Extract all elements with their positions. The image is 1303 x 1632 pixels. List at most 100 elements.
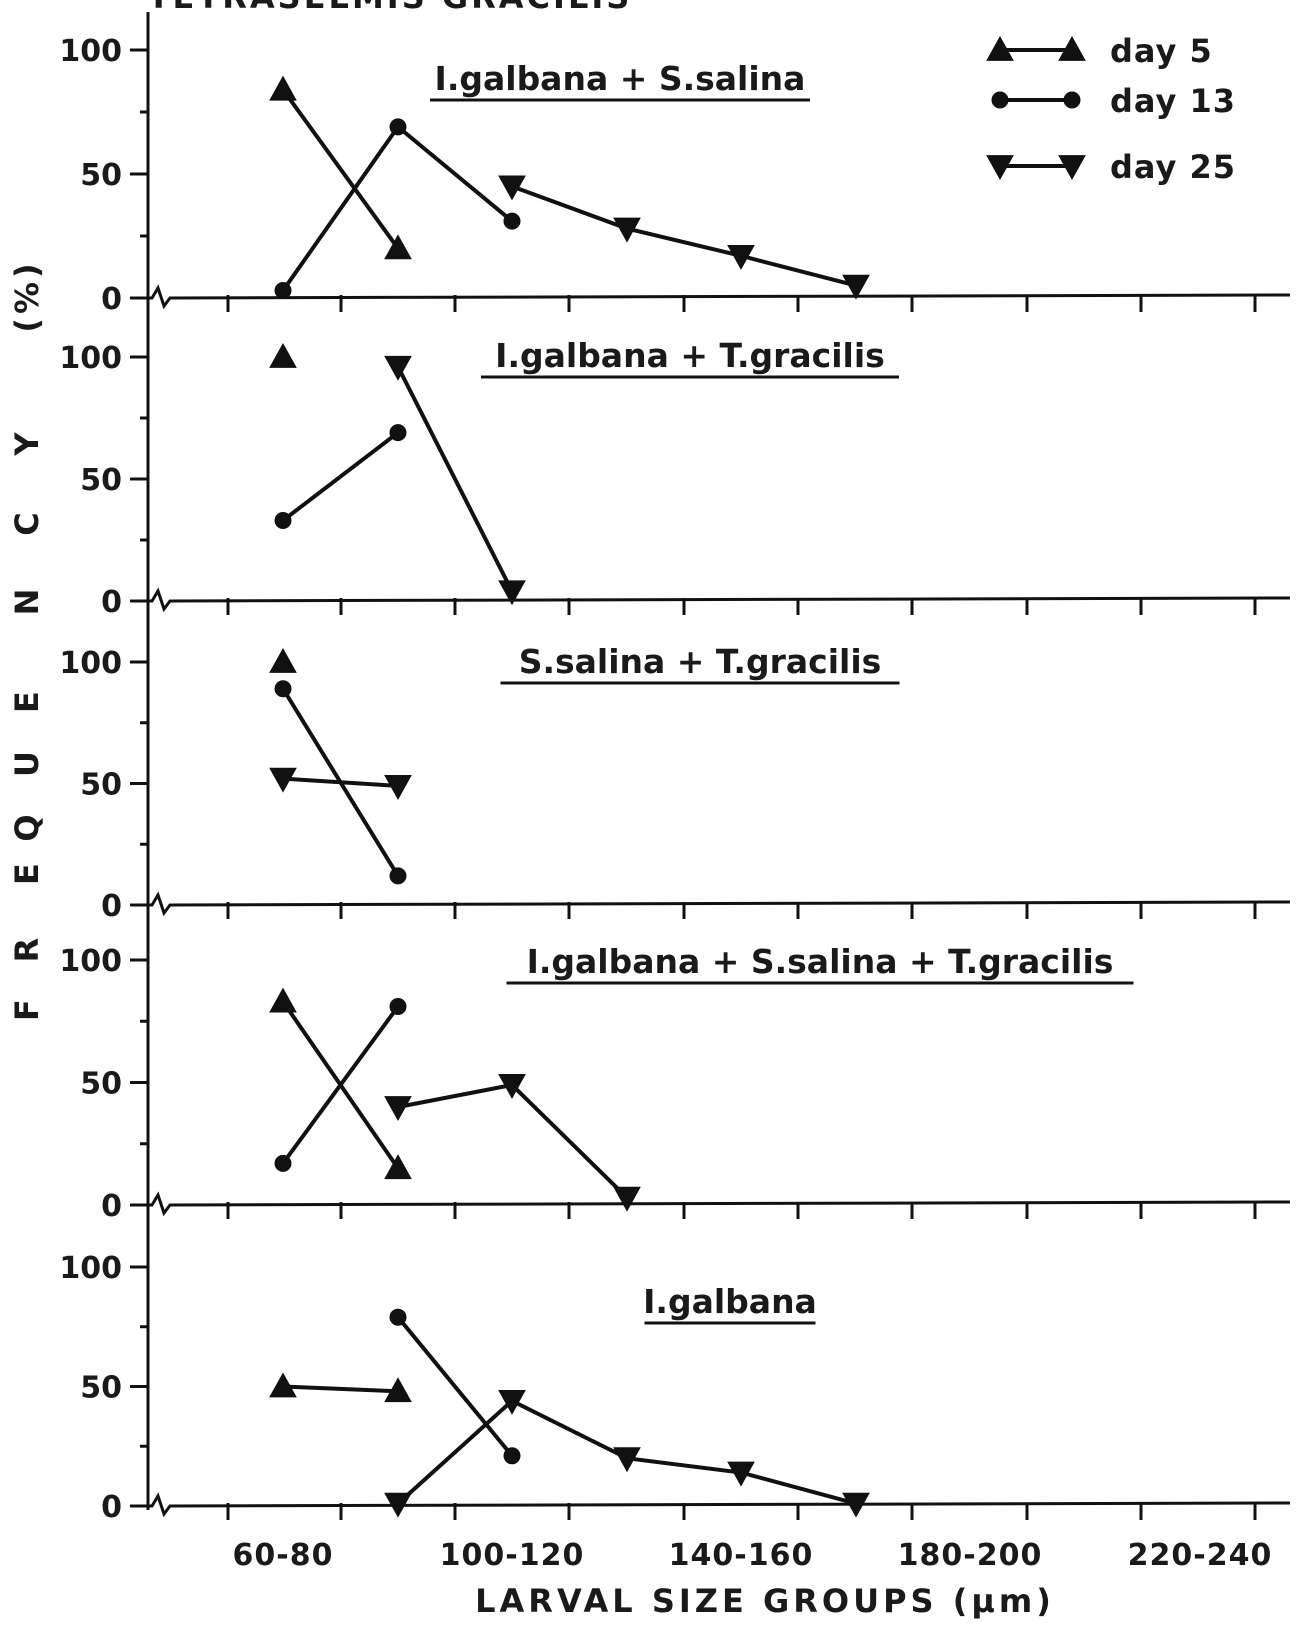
panel-title: I.galbana + T.gracilis — [495, 336, 885, 375]
y-title-letter: N — [8, 585, 46, 616]
baseline — [130, 891, 1291, 917]
panel-title: I.galbana + S.salina — [435, 59, 806, 98]
legend-label: day 5 — [1110, 32, 1213, 70]
series-line — [511, 184, 857, 288]
legend-marker — [1063, 91, 1081, 109]
data-point — [384, 234, 412, 260]
legend-marker — [986, 35, 1014, 61]
data-point — [503, 212, 521, 230]
data-point — [613, 1447, 641, 1473]
series-line — [397, 1082, 629, 1200]
data-point — [269, 75, 297, 101]
series-day-25 — [384, 355, 526, 606]
series-day-25 — [384, 1389, 870, 1518]
series-line — [281, 88, 400, 250]
series-day-13 — [389, 1308, 521, 1465]
y-tick-label: 0 — [101, 1490, 122, 1525]
y-tick-label: 100 — [59, 1251, 122, 1286]
data-point — [274, 1154, 292, 1172]
series-day-25 — [269, 767, 412, 800]
legend-marker — [1058, 155, 1086, 181]
panel-title: S.salina + T.gracilis — [519, 642, 882, 681]
panel-title: I.galbana — [643, 1282, 817, 1321]
series-line — [396, 1315, 514, 1458]
y-title-letter: E — [8, 859, 46, 885]
series-line — [282, 776, 399, 788]
y-title-letter: F — [8, 995, 46, 1021]
series-line — [281, 1005, 400, 1165]
baseline — [130, 1191, 1291, 1217]
data-point — [274, 511, 292, 529]
series-day-13 — [274, 998, 407, 1172]
legend-entry-day-25: day 25 — [986, 148, 1236, 186]
y-tick-label: 100 — [59, 944, 122, 979]
y-tick-label: 100 — [59, 341, 122, 376]
data-point — [269, 1372, 297, 1398]
x-tick-label: 180-200 — [898, 1538, 1043, 1573]
y-tick-label: 0 — [101, 889, 122, 924]
data-point — [613, 1186, 641, 1212]
data-point — [269, 647, 297, 673]
data-point — [274, 680, 292, 698]
legend-marker — [986, 155, 1014, 181]
y-tick-label: 100 — [59, 34, 122, 69]
data-point — [498, 580, 526, 606]
data-point — [269, 987, 297, 1013]
panel-5: 0 50 100 I.galbana — [59, 1251, 1291, 1525]
data-point — [389, 867, 407, 885]
data-point — [384, 355, 412, 381]
header-title: TETRASELMIS GRACILIS — [148, 0, 633, 16]
panel-2: 0 50 100 I.galbana + T.gracilis — [59, 336, 1291, 620]
data-point — [384, 775, 412, 800]
legend-label: day 13 — [1110, 82, 1236, 120]
y-tick-label: 100 — [59, 646, 122, 681]
series-day-13 — [274, 118, 521, 300]
y-tick-label: 50 — [80, 1067, 122, 1102]
legend-marker — [1058, 35, 1086, 61]
data-point — [503, 1447, 521, 1465]
data-point — [498, 175, 526, 201]
data-point — [842, 1492, 870, 1518]
data-point — [269, 767, 297, 793]
data-point — [842, 274, 870, 300]
series-day-25 — [384, 1074, 641, 1212]
data-point — [389, 1308, 407, 1326]
data-point — [384, 1154, 412, 1180]
baseline — [130, 1492, 1291, 1518]
data-point — [384, 1096, 412, 1122]
legend-entry-day-5: day 5 — [986, 32, 1213, 70]
y-title-letter: R — [8, 934, 46, 963]
x-tick-label: 60-80 — [233, 1538, 334, 1573]
y-tick-label: 50 — [80, 1371, 122, 1406]
data-point — [389, 998, 407, 1016]
data-point — [389, 118, 407, 136]
y-tick-label: 50 — [80, 463, 122, 498]
panel-3: 0 50 100 S.salina + T.gracilis — [59, 642, 1291, 924]
series-day-25 — [498, 175, 870, 300]
x-axis-title: LARVAL SIZE GROUPS (μm) — [475, 1582, 1055, 1620]
y-title-letter: U — [8, 747, 46, 777]
data-point — [498, 1389, 526, 1415]
y-tick-label: 0 — [101, 282, 122, 317]
series-line — [282, 1384, 399, 1394]
baseline — [130, 284, 1291, 310]
series-line — [396, 365, 514, 593]
y-title-letter: Q — [8, 810, 46, 841]
data-point — [384, 1377, 412, 1403]
series-day-5 — [269, 75, 412, 260]
y-tick-label: 0 — [101, 585, 122, 620]
x-tick-label: 100-120 — [440, 1538, 585, 1573]
y-tick-label: 50 — [80, 768, 122, 803]
series-day-5 — [269, 647, 297, 673]
panel-1: 0 50 100 I.galbana + S.salina — [59, 34, 1291, 317]
legend-label: day 25 — [1110, 148, 1236, 186]
legend-entry-day-13: day 13 — [991, 82, 1236, 120]
legend-marker — [991, 91, 1009, 109]
panel-4: 0 50 100 I.galbana + S.salina + T.gracilis — [59, 942, 1291, 1224]
y-title-letter: E — [8, 687, 46, 713]
data-point — [727, 244, 755, 270]
data-point — [727, 1461, 755, 1487]
data-point — [269, 342, 297, 368]
